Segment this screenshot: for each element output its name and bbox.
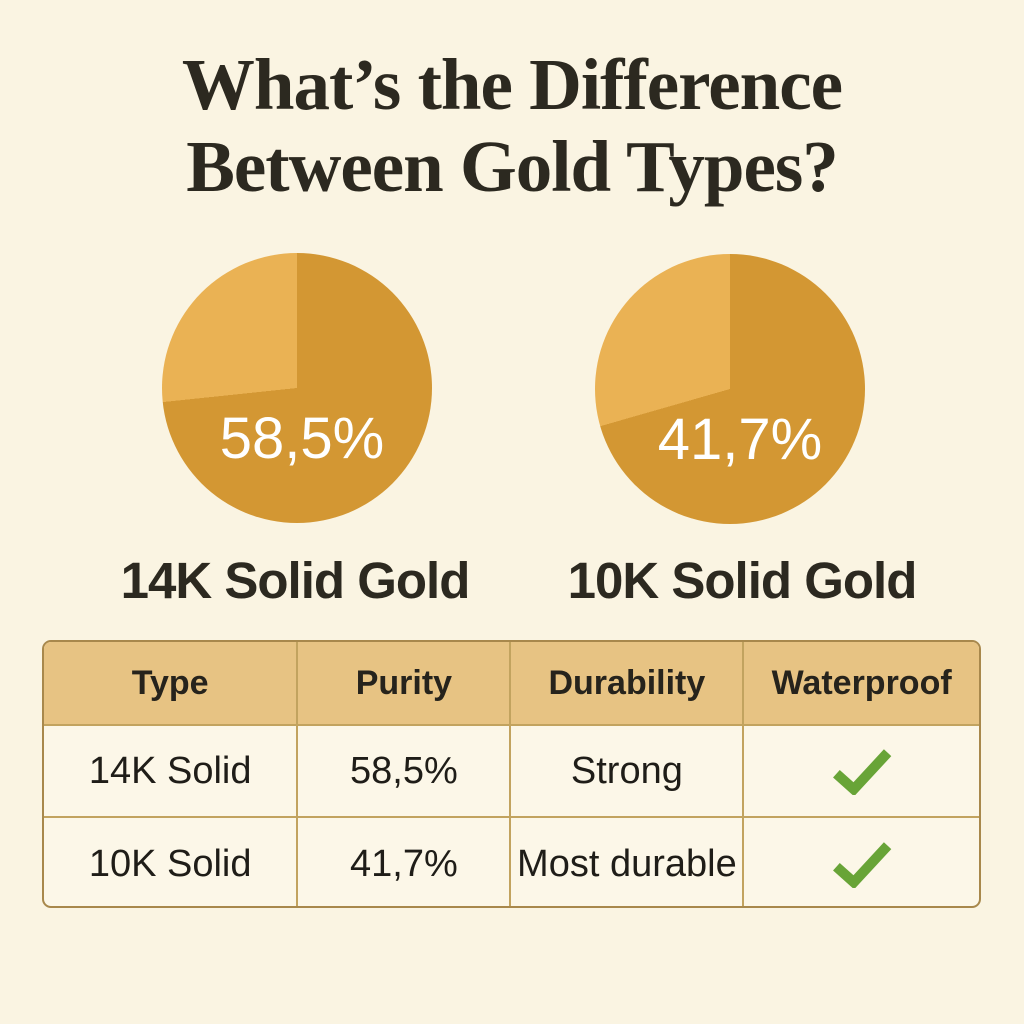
table-cell-waterproof-10k — [744, 818, 979, 906]
pie-chart-10k-gold: 41,7% — [595, 254, 865, 524]
table-header-durability: Durability — [511, 642, 745, 726]
table-cell-waterproof-14k — [744, 726, 979, 818]
table-cell-durability-14k: Strong — [511, 726, 745, 818]
page-title-line1: What’s the Difference — [181, 44, 843, 125]
table-header-purity: Purity — [298, 642, 512, 726]
table-cell-type-14k: 14K Solid — [44, 726, 299, 818]
table-header-waterproof: Waterproof — [744, 642, 979, 726]
gold-comparison-table: Type Purity Durability Waterproof 14K So… — [42, 640, 981, 908]
page-title: What’s the Difference Between Gold Types? — [0, 44, 1024, 208]
pie-caption-10k-gold: 10K Solid Gold — [567, 552, 918, 609]
table-cell-purity-14k: 58,5% — [298, 726, 512, 818]
pie-caption-14k-gold: 14K Solid Gold — [120, 552, 471, 609]
page-title-line2: Between Gold Types? — [186, 125, 839, 207]
table-cell-durability-10k: Most durable — [511, 818, 745, 906]
table-header-type: Type — [44, 642, 299, 726]
pie-chart-14k-gold: 58,5% — [162, 253, 432, 523]
pie-value-label-14k: 58,5% — [219, 406, 385, 471]
table-cell-type-10k: 10K Solid — [44, 818, 299, 906]
pie-value-label-10k: 41,7% — [657, 407, 823, 472]
checkmark-icon — [832, 749, 891, 795]
table-cell-purity-10k: 41,7% — [298, 818, 512, 906]
checkmark-icon — [832, 842, 891, 888]
